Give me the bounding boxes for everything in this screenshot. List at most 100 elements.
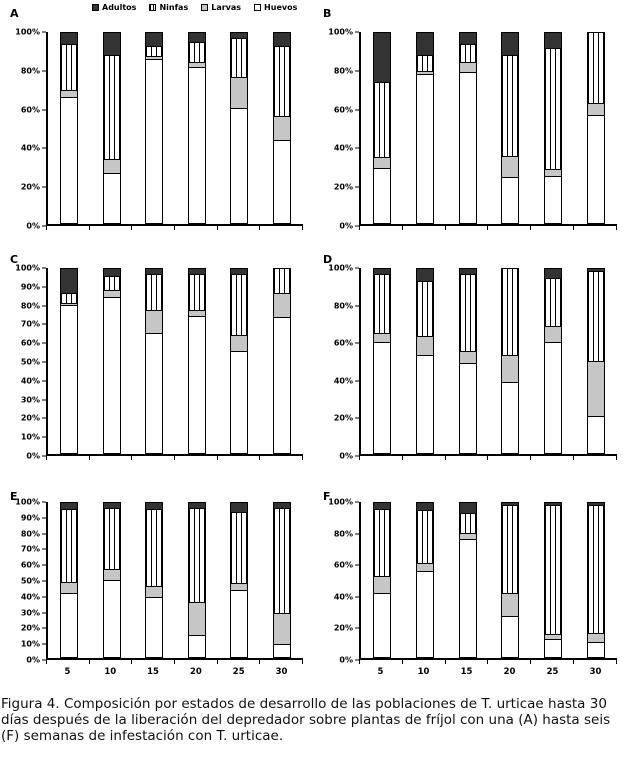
segment-huevos: [374, 593, 391, 657]
y-axis-tick-label: 0%: [339, 222, 359, 231]
x-tick-mark-icon: [446, 456, 489, 460]
x-tick-mark-icon: [531, 456, 575, 460]
y-tick-mark-icon: [42, 501, 46, 503]
y-axis-tick-label: 40%: [21, 376, 46, 385]
x-tick-mark-icon: [360, 226, 403, 230]
x-tick-mark-icon: [531, 226, 575, 230]
segment-huevos: [273, 644, 290, 657]
chart-panel-d: D 0% 20% 40% 60% 80% 100%: [313, 240, 627, 480]
bar-slot: [176, 502, 219, 658]
y-tick-mark-icon: [42, 225, 46, 227]
y-axis-tick-label: 0%: [26, 222, 46, 231]
segment-huevos: [545, 177, 561, 223]
bar-slot: [218, 268, 261, 454]
bar-slot: [133, 32, 176, 224]
y-axis-tick-label: 100%: [15, 264, 46, 273]
segment-ninfas: [545, 279, 561, 328]
panel-letter: A: [10, 7, 19, 20]
segment-larvas: [231, 583, 248, 591]
stacked-bar-day-15: [145, 268, 164, 454]
y-tick-mark-icon: [42, 186, 46, 188]
bar-slot: [489, 32, 532, 224]
stacked-bar-day-30: [272, 32, 291, 224]
segment-larvas: [61, 91, 78, 98]
x-axis-ticks: [359, 660, 617, 664]
segment-adultos: [417, 269, 433, 282]
segment-adultos: [146, 33, 163, 48]
x-axis-ticks: [359, 226, 617, 230]
segment-larvas: [103, 290, 120, 299]
y-axis: 0% 20% 40% 60% 80% 100%: [313, 498, 359, 665]
y-tick-mark-icon: [355, 342, 359, 344]
segment-adultos: [374, 33, 391, 83]
y-tick-mark-icon: [355, 417, 359, 419]
larvas-swatch-icon: [201, 4, 209, 11]
y-tick-mark-icon: [355, 627, 359, 629]
y-tick-mark-icon: [42, 267, 46, 269]
y-axis: 0% 10% 20% 30% 40% 50% 60% 70% 80% 90% 100%: [0, 498, 46, 665]
stacked-bar-day-15: [458, 32, 477, 224]
bar-slot: [261, 32, 304, 224]
stacked-bar-day-25: [230, 268, 249, 454]
stacked-bar-day-30: [586, 268, 605, 454]
segment-adultos: [545, 33, 561, 49]
bar-slot: [133, 268, 176, 454]
stacked-bar-day-5: [373, 268, 392, 454]
bar-slot: [361, 268, 404, 454]
y-axis-tick-label: 0%: [26, 656, 46, 665]
legend-label: Adultos: [102, 3, 137, 12]
x-tick-mark-icon: [574, 226, 617, 230]
stacked-bar-day-5: [60, 268, 79, 454]
segment-adultos: [374, 503, 391, 511]
x-tick-mark-icon: [132, 226, 176, 230]
bar-slot: [404, 268, 447, 454]
segment-ninfas: [231, 275, 248, 337]
legend-item-adultos: Adultos: [92, 3, 136, 12]
bar-slot: [446, 268, 489, 454]
segment-adultos: [273, 503, 290, 509]
y-tick-mark-icon: [355, 186, 359, 188]
segment-ninfas: [587, 33, 604, 104]
segment-larvas: [61, 582, 78, 594]
y-axis-tick-label: 80%: [334, 66, 359, 75]
bar-slot: [91, 32, 134, 224]
stacked-bar-day-20: [501, 32, 520, 224]
x-axis-ticks: [46, 226, 304, 230]
x-tick-mark-icon: [446, 226, 489, 230]
y-tick-mark-icon: [42, 596, 46, 598]
plot-column: [359, 268, 617, 460]
segment-ninfas: [188, 508, 205, 604]
y-axis-tick-label: 60%: [21, 105, 46, 114]
bar-slot: [176, 268, 219, 454]
x-axis-label: 30: [275, 667, 288, 677]
legend-item-larvas: Larvas: [201, 3, 241, 12]
segment-larvas: [545, 327, 561, 343]
legend-item-ninfas: Ninfas: [149, 3, 188, 12]
y-tick-mark-icon: [42, 517, 46, 519]
y-axis-tick-label: 90%: [21, 282, 46, 291]
x-tick-mark-icon: [90, 456, 133, 460]
segment-ninfas: [502, 56, 519, 157]
y-axis-tick-label: 50%: [21, 577, 46, 586]
panel-letter: C: [10, 253, 19, 266]
bar-slot: [361, 502, 404, 658]
segment-ninfas: [146, 47, 163, 57]
legend-label: Ninfas: [159, 3, 189, 12]
y-axis-tick-label: 20%: [21, 414, 46, 423]
segment-huevos: [545, 640, 561, 657]
segment-ninfas: [417, 510, 433, 564]
stacked-bar-day-30: [586, 502, 605, 658]
chart-body: 0% 10% 20% 30% 40% 50% 60% 70% 80% 90% 100%: [0, 264, 313, 461]
bar-slot: [446, 502, 489, 658]
segment-larvas: [587, 103, 604, 116]
y-tick-mark-icon: [42, 305, 46, 307]
segment-adultos: [188, 503, 205, 509]
y-axis: 0% 20% 40% 60% 80% 100%: [313, 264, 359, 461]
x-tick-mark-icon: [175, 456, 218, 460]
segment-huevos: [61, 97, 78, 223]
panel-letter: F: [323, 490, 331, 503]
segment-adultos: [459, 269, 476, 275]
stacked-bar-day-5: [373, 502, 392, 658]
x-axis-label: 15: [147, 667, 159, 677]
y-tick-mark-icon: [355, 596, 359, 598]
